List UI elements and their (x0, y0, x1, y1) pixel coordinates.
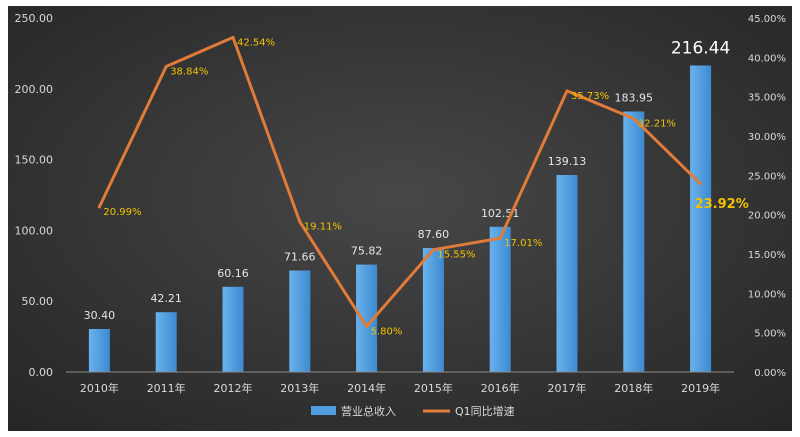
line-point (164, 65, 168, 68)
y-right-tick-label: 15.00% (748, 250, 786, 261)
line-point (365, 324, 369, 328)
y-right-tick-label: 0.00% (754, 368, 786, 379)
y-left-tick-label: 50.00 (22, 295, 54, 308)
y-left-tick-label: 200.00 (15, 83, 54, 96)
line-value-label: 15.55% (437, 250, 475, 261)
line-value-label: 20.99% (103, 207, 141, 218)
bar-2012年 (222, 286, 244, 372)
bar-value-label: 30.40 (84, 309, 116, 322)
line-point (498, 236, 502, 240)
line-value-label: 17.01% (504, 238, 542, 249)
x-tick-label: 2018年 (614, 381, 653, 395)
bar-value-label: 183.95 (615, 92, 654, 105)
y-right-tick-label: 10.00% (748, 289, 786, 300)
bar-value-label: 60.16 (217, 267, 249, 280)
q1-growth-line (97, 35, 703, 328)
x-tick-label: 2016年 (481, 381, 520, 395)
legend-bar-swatch (311, 406, 336, 415)
bar-value-label: 42.21 (150, 292, 182, 305)
line-value-label: 5.80% (371, 326, 403, 337)
bar-2010年 (88, 329, 110, 372)
legend-line-label: Q1同比增速 (455, 404, 515, 418)
bar-2017年 (556, 175, 578, 372)
chart-background (8, 6, 792, 431)
axes: 2010年 2011年 2012年 2013年 2014年 2015年 2016年 2017年… (15, 12, 787, 395)
chart-container: 30.40 42.21 60.16 71.66 75.82 87.60 102.51 139.… (8, 6, 792, 431)
legend: 营业总收入 Q1同比增速 (311, 404, 515, 418)
x-tick-label: 2014年 (347, 381, 386, 395)
y-right-tick-label: 35.00% (748, 93, 786, 104)
x-tick-label: 2017年 (548, 381, 587, 395)
y-left-tick-label: 0.00 (29, 366, 54, 379)
line-value-label: 23.92% (695, 197, 749, 212)
line-value-label: 42.54% (237, 37, 275, 48)
line-value-label: 19.11% (304, 222, 342, 233)
legend-bar-label: 营业总收入 (341, 404, 396, 418)
y-right-tick-label: 20.00% (748, 211, 786, 222)
y-right-tick-label: 30.00% (748, 132, 786, 143)
bar-2019年 (690, 65, 712, 372)
x-tick-label: 2013年 (280, 381, 319, 395)
line-data-labels: 20.99% 38.84% 42.54% 19.11% 5.80% 15.55% 17.01… (103, 37, 748, 337)
bar-value-label: 139.13 (548, 155, 587, 168)
line-point (298, 220, 302, 224)
bar-value-label: 75.82 (351, 245, 383, 258)
line-point (431, 248, 435, 252)
line-point (632, 117, 636, 121)
bar-2014年 (356, 264, 378, 372)
bar-value-label: 87.60 (418, 228, 450, 241)
line-point (97, 205, 101, 209)
y-right-tick-label: 40.00% (748, 53, 786, 64)
y-right-tick-label: 5.00% (754, 329, 786, 340)
line-point (231, 35, 235, 39)
line-value-label: 35.73% (571, 91, 609, 102)
y-left-tick-label: 250.00 (15, 12, 54, 25)
y-right-tick-label: 45.00% (748, 14, 786, 25)
x-tick-label: 2011年 (147, 381, 186, 395)
x-tick-label: 2010年 (80, 381, 119, 395)
line-series (97, 35, 703, 328)
bar-2011年 (155, 312, 177, 372)
bar-2016年 (489, 226, 511, 372)
x-tick-label: 2019年 (681, 381, 720, 395)
bar-2018年 (623, 111, 645, 372)
line-point (699, 182, 703, 186)
line-value-label: 38.84% (170, 67, 208, 78)
y-left-tick-label: 150.00 (15, 154, 54, 167)
x-tick-label: 2015年 (414, 381, 453, 395)
bar-value-label: 216.44 (671, 39, 730, 59)
y-left-tick-label: 100.00 (15, 224, 54, 237)
bar-2015年 (422, 248, 444, 372)
y-right-tick-label: 25.00% (748, 171, 786, 182)
bar-2013年 (289, 270, 311, 372)
x-tick-label: 2012年 (214, 381, 253, 395)
bar-value-label: 71.66 (284, 251, 316, 264)
line-point (565, 89, 569, 93)
bar-series (88, 65, 712, 372)
line-value-label: 32.21% (638, 119, 676, 130)
